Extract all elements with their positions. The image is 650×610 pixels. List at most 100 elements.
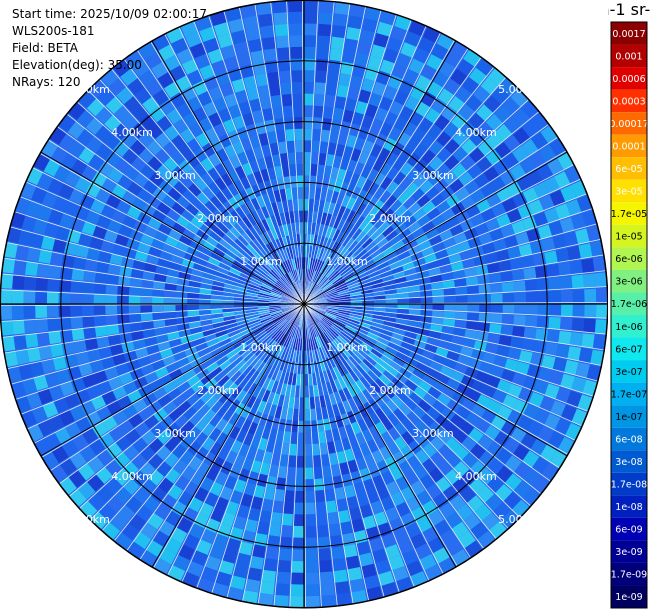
- range-gate: [498, 335, 512, 347]
- range-gate: [69, 451, 87, 469]
- range-gate: [147, 400, 163, 414]
- range-gate: [272, 330, 282, 341]
- range-gate: [304, 93, 314, 106]
- range-ring: [60, 60, 548, 548]
- range-gate: [513, 315, 526, 327]
- range-gate: [429, 140, 445, 156]
- range-gate: [175, 291, 188, 298]
- range-gate: [33, 374, 49, 391]
- range-gate: [331, 274, 342, 284]
- range-gate: [304, 198, 309, 211]
- range-gate: [247, 382, 258, 396]
- range-gate: [421, 526, 439, 543]
- range-gate: [152, 187, 168, 201]
- range-gate: [358, 89, 372, 104]
- colorbar-tick-label: 1e-09: [615, 592, 642, 603]
- ppi-scan-plot: 1.00km1.00km1.00km1.00km2.00km2.00km2.00…: [0, 0, 608, 609]
- range-gate: [58, 477, 77, 496]
- range-gate: [380, 329, 393, 338]
- range-gate: [208, 382, 222, 395]
- ray-separator: [303, 303, 430, 582]
- range-gate: [337, 311, 350, 316]
- range-gate: [436, 33, 455, 51]
- range-gate: [455, 405, 471, 420]
- ray-separator: [303, 0, 319, 305]
- range-ring: [242, 242, 366, 366]
- range-gate: [310, 420, 318, 433]
- range-gate: [245, 298, 258, 302]
- range-gate: [90, 511, 109, 530]
- range-gate: [359, 29, 376, 44]
- range-gate: [172, 374, 187, 387]
- range-gate: [274, 316, 286, 325]
- range-gate: [325, 500, 337, 514]
- ray-separator: [303, 193, 588, 305]
- range-gate: [304, 140, 312, 153]
- range-gate: [286, 140, 296, 153]
- range-gate: [378, 147, 391, 162]
- range-gate: [444, 50, 462, 68]
- range-gate: [259, 315, 272, 321]
- range-gate: [322, 370, 330, 383]
- range-gate: [154, 230, 169, 243]
- range-gate: [316, 419, 325, 432]
- range-gate: [213, 97, 228, 112]
- range-gate: [275, 35, 290, 49]
- range-gate: [314, 324, 322, 336]
- range-gate: [61, 439, 79, 457]
- range-gate: [432, 304, 445, 311]
- range-gate: [450, 370, 465, 383]
- range-gate: [284, 419, 292, 432]
- range-gate: [475, 331, 489, 342]
- range-gate: [362, 18, 379, 33]
- range-gate: [289, 258, 295, 271]
- range-gate: [342, 207, 352, 221]
- range-gate: [408, 374, 422, 386]
- colorbar-tick-label: 0.0001: [612, 141, 645, 152]
- range-gate: [183, 533, 200, 550]
- range-gate: [594, 319, 608, 335]
- range-gate: [144, 51, 163, 69]
- range-gate: [228, 104, 242, 119]
- ray-separator: [303, 303, 322, 608]
- range-gate: [181, 58, 199, 75]
- range-gate: [559, 275, 573, 290]
- range-gate: [168, 261, 182, 271]
- range-gate: [355, 231, 367, 243]
- range-gate: [226, 382, 238, 395]
- range-gate: [323, 201, 331, 214]
- range-gate: [266, 324, 277, 334]
- range-gate: [367, 55, 383, 71]
- range-gate: [544, 413, 561, 431]
- range-gate: [331, 404, 341, 417]
- range-gate: [342, 400, 352, 413]
- range-gate: [386, 441, 400, 456]
- range-gate: [363, 575, 380, 590]
- range-gate: [453, 461, 470, 477]
- colorbar-tick-label: 0.0017: [612, 29, 645, 40]
- range-gate: [340, 267, 352, 277]
- range-gate: [270, 269, 281, 280]
- range-gate: [429, 274, 443, 284]
- range-gate: [439, 365, 454, 378]
- ray-separator: [303, 76, 507, 305]
- range-gate: [287, 372, 294, 385]
- range-gate: [118, 323, 131, 334]
- range-gate: [377, 358, 390, 370]
- range-ring-label: 5.00km: [498, 83, 540, 96]
- range-gate: [336, 284, 348, 292]
- range-gate: [217, 374, 230, 387]
- ray-separator: [56, 126, 305, 305]
- range-gate: [278, 333, 287, 345]
- range-gate: [13, 334, 27, 350]
- colorbar-tick-label: 0.0006: [612, 74, 645, 85]
- range-gate: [200, 172, 215, 186]
- range-gate: [344, 274, 356, 283]
- range-ring-label: 4.00km: [111, 470, 153, 483]
- range-gate: [522, 487, 541, 507]
- range-gate: [253, 146, 264, 160]
- range-gate: [248, 38, 263, 53]
- range-gate: [408, 392, 423, 406]
- range-gate: [304, 23, 318, 36]
- range-gate: [304, 397, 310, 410]
